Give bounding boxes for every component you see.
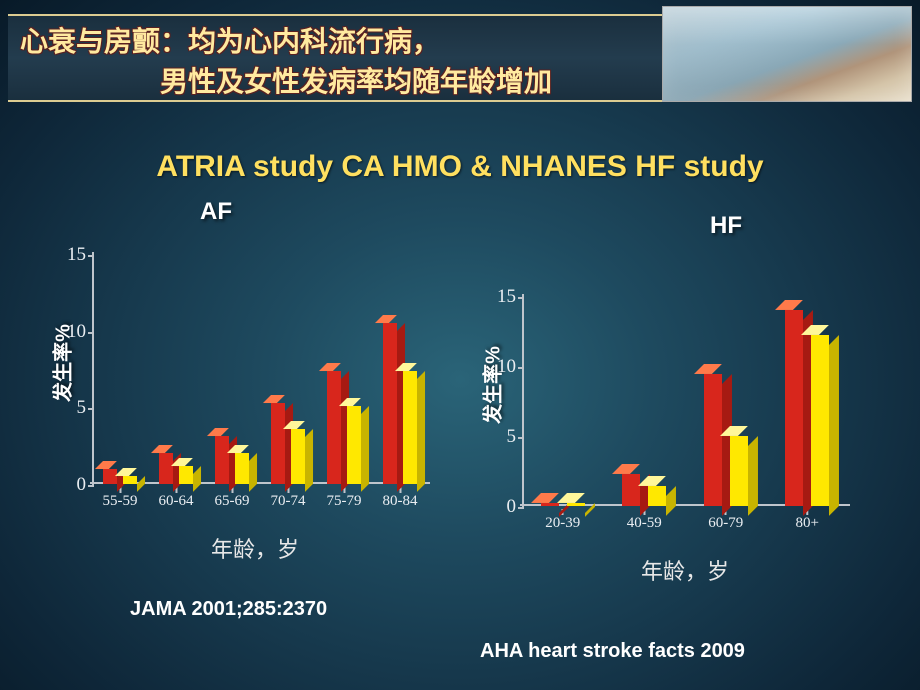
xtick: 65-69 — [215, 493, 250, 510]
bar — [704, 374, 722, 506]
chart-af-xlabel: 年龄，岁 — [211, 532, 299, 564]
bar — [541, 503, 559, 507]
xtick: 60-64 — [159, 493, 194, 510]
bar — [785, 310, 803, 506]
bar — [327, 371, 341, 484]
xtick: 80+ — [796, 515, 819, 532]
ytick: 0 — [480, 496, 516, 518]
bar — [271, 403, 285, 484]
header-photo — [662, 6, 912, 102]
bar — [383, 323, 397, 484]
bar — [622, 474, 640, 506]
xtick: 55-59 — [103, 493, 138, 510]
chart-hf-title: HF — [710, 212, 742, 240]
ytick: 5 — [50, 397, 86, 419]
bar — [648, 486, 666, 506]
banner-line1: 心衰与房颤：均为心内科流行病， — [20, 20, 650, 60]
ytick: 5 — [480, 426, 516, 448]
bar — [403, 371, 417, 484]
xtick: 20-39 — [545, 515, 580, 532]
chart-af-title: AF — [200, 198, 232, 226]
bar — [347, 406, 361, 484]
xtick: 60-79 — [708, 515, 743, 532]
bar — [103, 469, 117, 484]
bar — [730, 436, 748, 506]
bar — [291, 429, 305, 484]
banner-line2: 男性及女性发病率均随年龄增加 — [160, 60, 650, 100]
xtick: 40-59 — [627, 515, 662, 532]
study-title: ATRIA study CA HMO & NHANES HF study — [0, 150, 920, 184]
bar — [179, 466, 193, 484]
chart-hf-xlabel: 年龄，岁 — [641, 554, 729, 586]
citation-jama: JAMA 2001;285:2370 — [130, 598, 327, 621]
citation-aha: AHA heart stroke facts 2009 — [480, 640, 745, 663]
title-banner: 心衰与房颤：均为心内科流行病， 男性及女性发病率均随年龄增加 — [8, 14, 662, 102]
xtick: 75-79 — [327, 493, 362, 510]
xtick: 70-74 — [271, 493, 306, 510]
bar — [811, 335, 829, 506]
ytick: 0 — [50, 474, 86, 496]
chart-hf-axes: 05101520-3940-5960-7980+ — [522, 296, 848, 506]
chart-af-axes: 05101555-5960-6465-6970-7475-7980-84 — [92, 254, 428, 484]
bar — [123, 476, 137, 484]
chart-af: AF 发生率% 05101555-5960-6465-6970-7475-798… — [50, 208, 460, 518]
bar — [215, 436, 229, 484]
ytick: 10 — [480, 356, 516, 378]
ytick: 15 — [50, 244, 86, 266]
bar — [159, 453, 173, 484]
bar — [235, 453, 249, 484]
xtick: 80-84 — [383, 493, 418, 510]
chart-hf: HF 发生率% 05101520-3940-5960-7980+ 年龄，岁 — [480, 230, 890, 540]
ytick: 15 — [480, 286, 516, 308]
bar — [567, 503, 585, 507]
ytick: 10 — [50, 321, 86, 343]
